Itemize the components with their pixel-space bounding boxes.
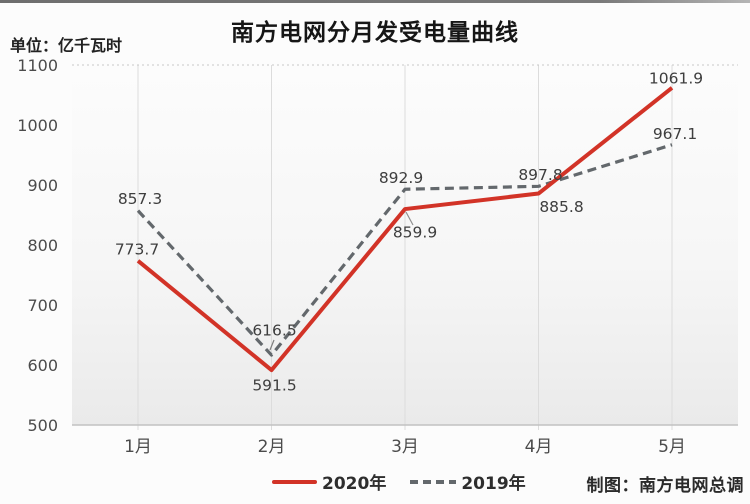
- y-tick-500: 500: [27, 416, 58, 435]
- y-tick-1000: 1000: [17, 116, 58, 135]
- legend-item-2019: 2019年: [410, 469, 526, 494]
- y-tick-800: 800: [27, 236, 58, 255]
- x-tick-2月: 2月: [258, 437, 286, 457]
- unit-label: 单位：亿千瓦时: [10, 36, 123, 55]
- legend-item-2020: 2020年: [272, 469, 386, 494]
- credit-label: 制图：南方电网总调: [586, 476, 744, 496]
- legend: 2020年 2019年: [272, 469, 526, 494]
- series-line-2019年: [136, 143, 673, 357]
- series-line-2020年: [136, 86, 674, 373]
- leader-line: [269, 339, 275, 351]
- y-tick-1100: 1100: [17, 56, 58, 75]
- y-tick-600: 600: [27, 356, 58, 375]
- value-label-2019年-3月: 892.9: [379, 169, 423, 187]
- value-label-2020年-4月: 885.8: [539, 198, 583, 216]
- x-tick-1月: 1月: [124, 437, 152, 457]
- value-label-2020年-2月: 591.5: [252, 377, 296, 395]
- value-label-2019年-2月: 616.5: [252, 322, 296, 340]
- value-label-2019年-5月: 967.1: [653, 125, 697, 143]
- value-label-2020年-3月: 859.9: [393, 224, 437, 242]
- solid-line-swatch-icon: [272, 479, 317, 484]
- legend-label-2020: 2020年: [322, 474, 387, 494]
- chart-title: 南方电网分月发受电量曲线: [231, 20, 519, 46]
- value-label-2019年-1月: 857.3: [118, 190, 162, 208]
- value-label-2020年-5月: 1061.9: [649, 69, 703, 87]
- x-tick-4月: 4月: [525, 437, 553, 457]
- x-tick-3月: 3月: [391, 437, 419, 457]
- legend-label-2019: 2019年: [461, 474, 526, 494]
- value-label-2020年-1月: 773.7: [115, 240, 159, 258]
- y-tick-900: 900: [27, 176, 58, 195]
- dashed-line-swatch-icon: [410, 479, 457, 484]
- leader-line: [405, 211, 414, 226]
- x-tick-5月: 5月: [658, 437, 686, 457]
- value-label-2019年-4月: 897.8: [518, 166, 562, 184]
- top-border: [0, 0, 750, 3]
- y-tick-700: 700: [27, 296, 58, 315]
